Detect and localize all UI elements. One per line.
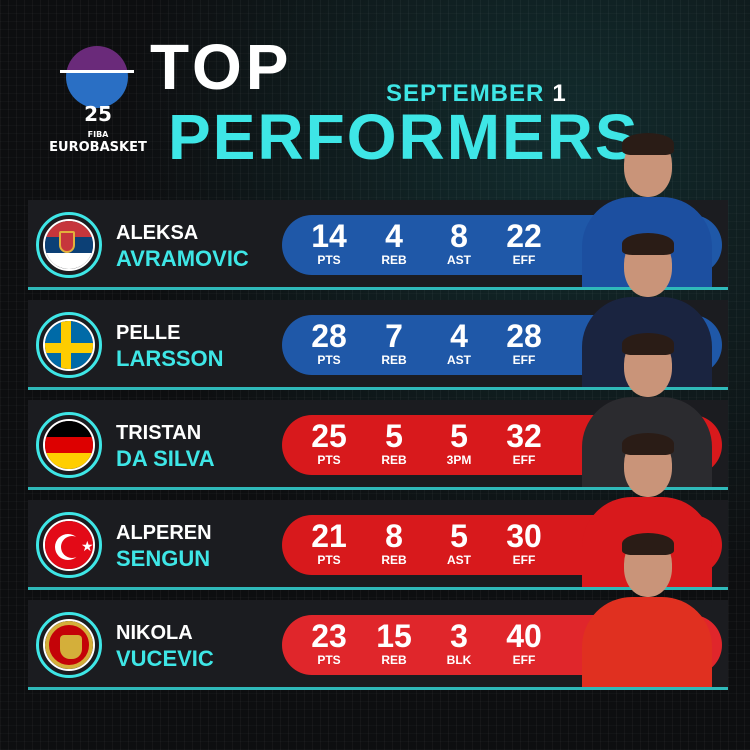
stat-value: 5 [450, 418, 468, 454]
stat-label: AST [447, 353, 471, 367]
flag-serbia-icon [43, 219, 95, 271]
stat-label: PTS [317, 253, 341, 267]
stat-3pm: 5 3PM [424, 419, 494, 467]
stat-ast: 5 AST [424, 519, 494, 567]
stat-value: 21 [311, 518, 347, 554]
flag-montenegro-icon [43, 619, 95, 671]
basketball-icon [66, 46, 128, 108]
player-last-name: LARSSON [116, 346, 224, 371]
stat-pts: 25 PTS [294, 419, 364, 467]
stat-value: 23 [311, 618, 347, 654]
stat-value: 8 [385, 518, 403, 554]
stat-ast: 8 AST [424, 219, 494, 267]
stat-value: 4 [385, 218, 403, 254]
stat-value: 22 [506, 218, 542, 254]
logo-name: EUROBASKET [49, 140, 147, 155]
player-row: PELLE LARSSON 28 PTS 7 REB 4 AST 28 EFF [28, 233, 728, 390]
stat-eff: 28 EFF [489, 319, 559, 367]
stat-label: REB [381, 653, 407, 667]
flag-turkey-icon: ★ [43, 519, 95, 571]
stat-eff: 30 EFF [489, 519, 559, 567]
stat-value: 14 [311, 218, 347, 254]
logo-fiba: FIBA [87, 130, 109, 139]
player-last-name: AVRAMOVIC [116, 246, 249, 271]
stat-pts: 14 PTS [294, 219, 364, 267]
flag-badge: ★ [36, 512, 102, 578]
title-line2: PERFORMERS [168, 101, 640, 173]
stat-value: 28 [311, 318, 347, 354]
rim-icon [60, 70, 134, 73]
stat-eff: 22 EFF [489, 219, 559, 267]
stat-reb: 4 REB [359, 219, 429, 267]
stat-value: 7 [385, 318, 403, 354]
date-day: 1 [552, 80, 567, 107]
player-row: TRISTAN DA SILVA 25 PTS 5 REB 5 3PM 32 EFF [28, 333, 728, 490]
stat-pts: 21 PTS [294, 519, 364, 567]
stat-pts: 28 PTS [294, 319, 364, 367]
player-last-name: SENGUN [116, 546, 211, 571]
stat-label: AST [447, 553, 471, 567]
stat-label: REB [381, 253, 407, 267]
stat-eff: 40 EFF [489, 619, 559, 667]
title-line1: TOP [150, 31, 293, 103]
stat-value: 3 [450, 618, 468, 654]
stat-label: PTS [317, 553, 341, 567]
stat-reb: 7 REB [359, 319, 429, 367]
flag-sweden-icon [43, 319, 95, 371]
flag-badge [36, 612, 102, 678]
player-first-name: ALPEREN [116, 522, 212, 544]
player-row: ★ ALPEREN SENGUN 21 PTS 8 REB 5 AST 30 EFF [28, 433, 728, 590]
stat-label: EFF [512, 653, 536, 667]
stat-value: 8 [450, 218, 468, 254]
flag-badge [36, 412, 102, 478]
flag-badge [36, 312, 102, 378]
stat-label: EFF [512, 253, 536, 267]
player-last-name: DA SILVA [116, 446, 215, 471]
player-first-name: ALEKSA [116, 222, 199, 244]
player-first-name: NIKOLA [116, 622, 193, 644]
player-first-name: TRISTAN [116, 422, 202, 444]
stat-label: EFF [512, 453, 536, 467]
stat-value: 15 [376, 618, 412, 654]
stat-value: 5 [450, 518, 468, 554]
stat-label: REB [381, 553, 407, 567]
stat-value: 5 [385, 418, 403, 454]
player-row: ALEKSA AVRAMOVIC 14 PTS 4 REB 8 AST 22 EFF [28, 133, 728, 290]
logo-number: 25 [84, 102, 112, 126]
eurobasket-logo: 25 FIBA EUROBASKET [48, 40, 148, 160]
date-month: SEPTEMBER [386, 80, 545, 107]
stat-label: REB [381, 353, 407, 367]
flag-badge [36, 212, 102, 278]
stat-label: REB [381, 453, 407, 467]
stat-label: PTS [317, 353, 341, 367]
stat-pts: 23 PTS [294, 619, 364, 667]
stat-label: PTS [317, 453, 341, 467]
stat-blk: 3 BLK [424, 619, 494, 667]
stat-label: BLK [446, 653, 472, 667]
player-photo [572, 133, 722, 287]
stat-reb: 8 REB [359, 519, 429, 567]
player-photo [572, 533, 722, 687]
stat-value: 40 [506, 618, 542, 654]
stat-label: EFF [512, 353, 536, 367]
flag-germany-icon [43, 419, 95, 471]
stat-reb: 5 REB [359, 419, 429, 467]
stat-ast: 4 AST [424, 319, 494, 367]
stat-label: 3PM [446, 453, 472, 467]
date: SEPTEMBER 1 [386, 80, 567, 108]
stat-label: PTS [317, 653, 341, 667]
stat-label: EFF [512, 553, 536, 567]
stat-value: 30 [506, 518, 542, 554]
stat-label: AST [447, 253, 471, 267]
player-last-name: VUCEVIC [116, 646, 214, 671]
stat-eff: 32 EFF [489, 419, 559, 467]
stat-value: 28 [506, 318, 542, 354]
stat-value: 25 [311, 418, 347, 454]
stat-value: 32 [506, 418, 542, 454]
stat-value: 4 [450, 318, 468, 354]
player-first-name: PELLE [116, 322, 181, 344]
stat-reb: 15 REB [359, 619, 429, 667]
player-row: NIKOLA VUCEVIC 23 PTS 15 REB 3 BLK 40 EFF [28, 533, 728, 690]
